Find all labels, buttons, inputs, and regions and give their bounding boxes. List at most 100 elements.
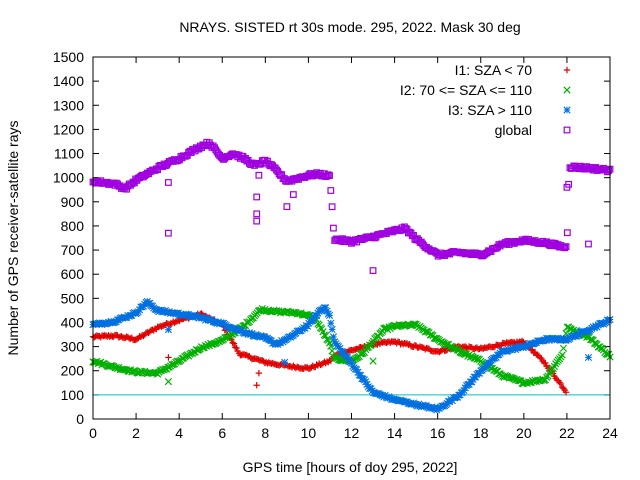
legend-marker [563, 106, 571, 114]
legend-label: I2: 70 <= SZA <= 110 [400, 82, 532, 98]
x-tick-label: 6 [218, 425, 226, 441]
outlier-point [253, 210, 261, 218]
data-point [168, 360, 176, 369]
data-point [460, 386, 468, 395]
series-3 [89, 297, 614, 414]
data-point [558, 351, 566, 359]
data-point [556, 379, 563, 386]
legend-label: I3: SZA > 110 [448, 102, 532, 118]
data-point [276, 339, 285, 347]
x-tick-label: 16 [430, 425, 446, 441]
x-tick-label: 20 [516, 425, 532, 441]
data-point [471, 373, 480, 381]
y-tick-label: 200 [61, 363, 85, 379]
y-tick-label: 700 [61, 242, 85, 258]
data-point [123, 313, 131, 322]
y-tick-label: 1400 [53, 73, 84, 89]
data-point [231, 344, 239, 351]
legend-marker [563, 126, 571, 134]
y-tick-label: 900 [61, 194, 85, 210]
data-point [557, 380, 565, 388]
data-point [347, 359, 356, 367]
data-point [356, 371, 365, 379]
data-point [468, 378, 476, 386]
outlier-point [253, 217, 261, 225]
data-point [562, 389, 570, 396]
outlier-point [164, 229, 172, 237]
x-tick-label: 18 [473, 425, 489, 441]
data-point [143, 297, 151, 306]
plot-border [92, 56, 611, 420]
outlier-point [253, 382, 260, 389]
y-tick-label: 800 [61, 218, 85, 234]
data-point [233, 344, 240, 352]
y-tick-label: 1200 [53, 121, 84, 137]
data-point [363, 380, 371, 388]
data-point [430, 334, 438, 342]
y-tick-label: 500 [61, 290, 85, 306]
data-point [289, 308, 297, 316]
data-point [229, 339, 236, 346]
x-tick-label: 22 [559, 425, 575, 441]
data-point [324, 171, 332, 179]
series-4 [89, 138, 614, 274]
data-point [328, 325, 336, 333]
x-tick-label: 0 [89, 425, 97, 441]
legend-label: I1: SZA < 70 [455, 62, 533, 78]
outlier-point [253, 193, 261, 201]
data-point [442, 341, 450, 349]
x-tick-label: 12 [344, 425, 360, 441]
legend-marker [563, 86, 571, 94]
outlier-point [255, 369, 263, 377]
x-axis-label: GPS time [hours of doy 295, 2022] [243, 459, 458, 475]
data-point [107, 362, 115, 370]
data-point [327, 319, 335, 327]
data-point [303, 322, 312, 330]
y-tick-label: 0 [76, 411, 84, 427]
data-point [562, 243, 570, 251]
data-point [535, 376, 543, 385]
data-point [437, 338, 445, 346]
data-point [362, 378, 370, 386]
data-point [326, 172, 333, 179]
data-point [322, 304, 330, 312]
data-point [605, 167, 613, 174]
data-point [313, 312, 321, 320]
data-point [563, 229, 571, 237]
outlier-point [164, 377, 173, 386]
chart-title: NRAYS. SISTED rt 30s mode. 295, 2022. Ma… [179, 19, 520, 35]
data-point [331, 354, 339, 362]
outlier-point [369, 357, 377, 365]
outlier-point [289, 191, 297, 198]
data-point [537, 354, 544, 361]
y-tick-label: 600 [61, 266, 85, 282]
outlier-point [369, 267, 377, 274]
data-point [210, 339, 219, 347]
data-point [327, 187, 335, 194]
data-point [230, 340, 238, 347]
data-point [344, 354, 352, 362]
data-point [559, 344, 568, 352]
y-tick-label: 1000 [53, 170, 84, 186]
data-point [120, 365, 128, 374]
y-tick-label: 1300 [53, 97, 84, 113]
data-point [294, 309, 303, 318]
outlier-point [164, 179, 172, 186]
outlier-point [164, 326, 172, 334]
y-axis-label: Number of GPS receiver-satellite rays [5, 121, 21, 356]
data-points [89, 138, 614, 414]
legend: I1: SZA < 70 I2: 70 <= SZA <= 110 I3: SZA … [400, 62, 571, 138]
data-point [353, 366, 361, 374]
data-point [514, 376, 522, 385]
data-point [561, 244, 569, 252]
x-tick-label: 2 [132, 425, 140, 441]
data-point [330, 224, 337, 232]
legend-marker [563, 66, 571, 74]
y-tick-label: 1500 [53, 49, 84, 65]
x-tick-label: 14 [387, 425, 403, 441]
outlier-point [283, 203, 291, 211]
legend-label: global [495, 122, 532, 138]
x-tick-label: 8 [261, 425, 269, 441]
y-tick-label: 1100 [54, 146, 84, 162]
